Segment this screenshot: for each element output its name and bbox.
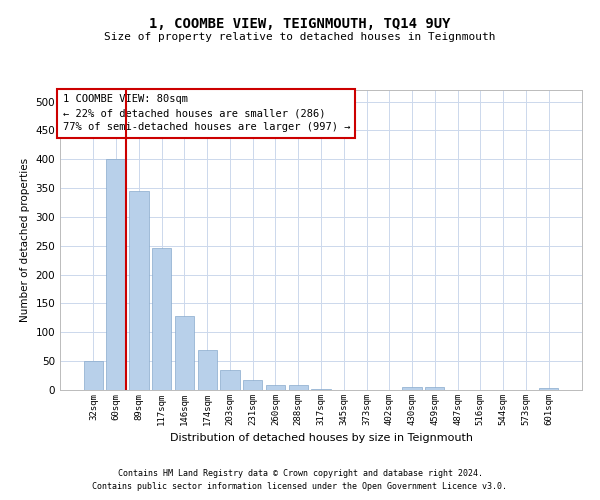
Bar <box>129 191 149 390</box>
Bar <box>539 388 558 390</box>
Bar <box>106 159 126 390</box>
Bar <box>289 386 308 390</box>
Bar <box>403 387 422 390</box>
Bar <box>243 380 262 390</box>
Bar <box>84 361 103 390</box>
Text: Contains public sector information licensed under the Open Government Licence v3: Contains public sector information licen… <box>92 482 508 491</box>
Y-axis label: Number of detached properties: Number of detached properties <box>20 158 30 322</box>
X-axis label: Distribution of detached houses by size in Teignmouth: Distribution of detached houses by size … <box>170 434 473 444</box>
Bar <box>266 386 285 390</box>
Text: 1 COOMBE VIEW: 80sqm
← 22% of detached houses are smaller (286)
77% of semi-deta: 1 COOMBE VIEW: 80sqm ← 22% of detached h… <box>62 94 350 132</box>
Text: Contains HM Land Registry data © Crown copyright and database right 2024.: Contains HM Land Registry data © Crown c… <box>118 468 482 477</box>
Bar <box>152 248 172 390</box>
Bar <box>220 370 239 390</box>
Bar <box>197 350 217 390</box>
Text: Size of property relative to detached houses in Teignmouth: Size of property relative to detached ho… <box>104 32 496 42</box>
Bar <box>425 387 445 390</box>
Bar <box>175 316 194 390</box>
Text: 1, COOMBE VIEW, TEIGNMOUTH, TQ14 9UY: 1, COOMBE VIEW, TEIGNMOUTH, TQ14 9UY <box>149 18 451 32</box>
